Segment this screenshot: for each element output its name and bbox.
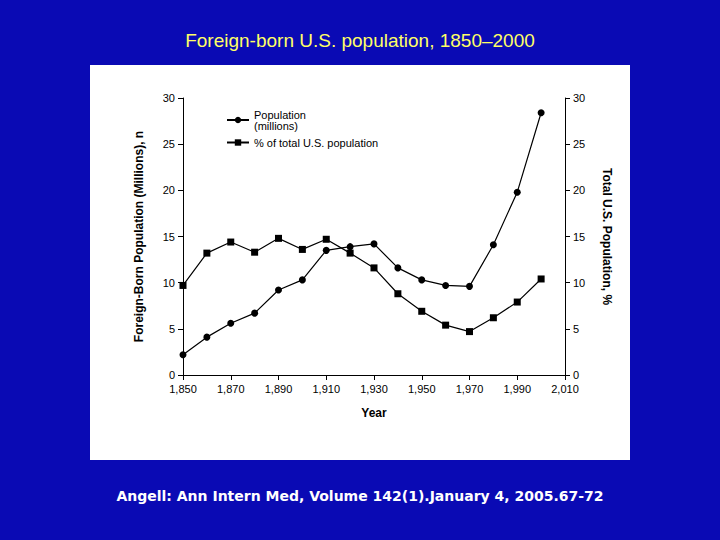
svg-text:1,930: 1,930 [360, 383, 388, 395]
svg-text:10: 10 [163, 277, 175, 289]
svg-text:25: 25 [163, 138, 175, 150]
svg-text:1,990: 1,990 [503, 383, 531, 395]
svg-text:Population: Population [254, 108, 306, 121]
svg-text:Foreign-born U.S. population,: Foreign-born U.S. population, 1850–2000 [185, 30, 535, 51]
svg-text:1,910: 1,910 [312, 383, 340, 395]
svg-text:15: 15 [163, 231, 175, 243]
svg-text:(millions): (millions) [254, 120, 298, 132]
svg-text:1,850: 1,850 [169, 383, 197, 395]
svg-text:Year: Year [361, 406, 387, 420]
svg-text:Foreign-Born Population (Milli: Foreign-Born Population (Millions), n [132, 131, 146, 342]
svg-text:20: 20 [573, 184, 585, 196]
svg-text:1,950: 1,950 [408, 383, 436, 395]
svg-text:25: 25 [573, 138, 585, 150]
svg-text:1,870: 1,870 [217, 383, 245, 395]
svg-text:Angell: Ann Intern Med, Volume: Angell: Ann Intern Med, Volume 142(1).Ja… [116, 488, 603, 504]
svg-text:0: 0 [169, 369, 175, 381]
svg-text:5: 5 [169, 323, 175, 335]
svg-text:30: 30 [163, 92, 175, 104]
svg-text:2,010: 2,010 [551, 383, 579, 395]
svg-text:Total U.S. Population, %: Total U.S. Population, % [600, 168, 614, 305]
svg-text:15: 15 [573, 231, 585, 243]
svg-text:1,890: 1,890 [265, 383, 293, 395]
svg-text:30: 30 [573, 92, 585, 104]
svg-text:20: 20 [163, 184, 175, 196]
svg-text:0: 0 [573, 369, 579, 381]
svg-text:5: 5 [573, 323, 579, 335]
svg-text:% of total U.S. population: % of total U.S. population [254, 137, 378, 149]
svg-text:1,970: 1,970 [456, 383, 484, 395]
svg-text:10: 10 [573, 277, 585, 289]
